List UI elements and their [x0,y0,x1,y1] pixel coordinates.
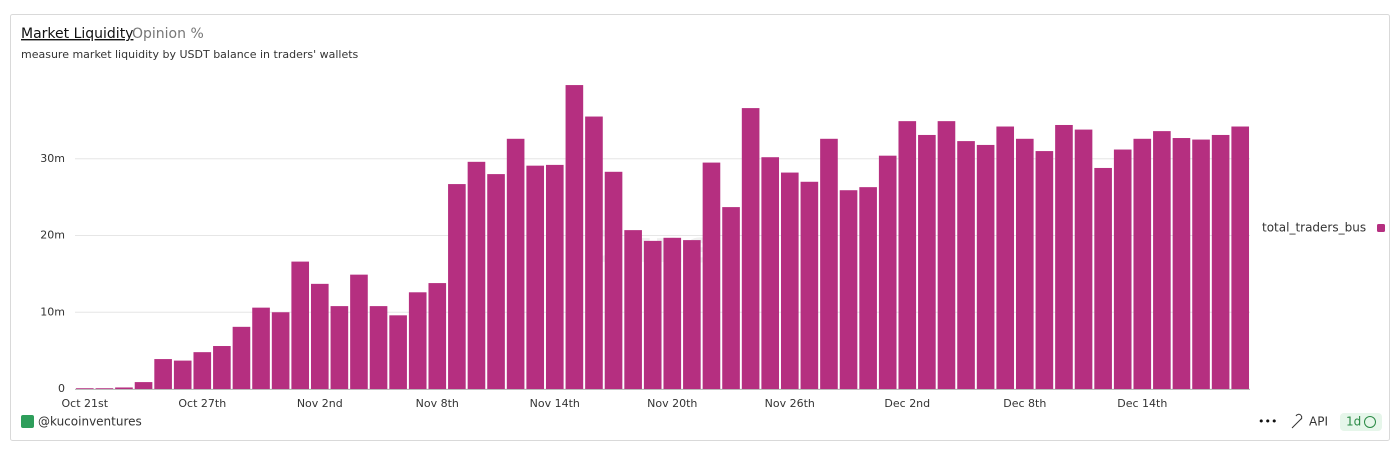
bar [154,359,172,389]
y-tick-label: 30m [40,152,65,165]
bar [95,388,114,389]
bar [75,388,94,389]
author[interactable]: @kucoinventures [38,415,142,429]
bar [1035,151,1054,389]
bar [193,352,212,389]
bar [976,144,995,389]
bar [604,171,623,389]
bar [741,108,760,389]
more-button[interactable]: ••• [1258,415,1277,428]
x-tick-label: Nov 8th [416,397,459,410]
bar [1094,167,1112,389]
bar [702,162,721,389]
x-tick-label: Dec 8th [1003,397,1046,410]
bar [1113,149,1132,389]
api-icon [1291,413,1303,429]
bar [1172,138,1191,389]
bar [1153,131,1171,389]
avatar [21,415,34,428]
bar [408,292,427,389]
bar [722,207,740,389]
bar [1211,134,1230,389]
bar [624,230,642,389]
refresh-badge[interactable] [1340,413,1382,431]
x-tick-label: Nov 2nd [297,397,343,410]
api-button[interactable]: API [1309,415,1328,429]
y-tick-label: 20m [40,229,65,242]
bar [545,164,564,389]
bar [271,312,290,389]
bar [350,274,368,389]
bar [1192,139,1210,389]
bar [643,240,662,389]
bar [467,161,486,389]
bar [213,346,231,389]
legend-swatch [1377,224,1385,232]
x-tick-label: Dec 2nd [884,397,930,410]
chart-subtitle: measure market liquidity by USDT balance… [21,48,359,61]
legend-label: total_traders_bus [1262,221,1366,235]
x-tick-label: Oct 27th [178,397,226,410]
bar [839,190,858,389]
bar [996,126,1015,389]
bar [134,382,153,389]
bar [1074,129,1093,389]
bar [252,307,270,389]
bar [800,181,819,389]
bar [448,184,466,389]
bar [1055,124,1073,389]
bar [115,387,133,389]
x-tick-label: Nov 14th [530,397,580,410]
bar [1015,138,1034,389]
bar [291,261,310,389]
bar [310,283,329,389]
bar [565,85,584,389]
bar [820,138,838,389]
bar [232,326,251,389]
x-tick-label: Nov 20th [647,397,697,410]
bar [173,360,192,389]
bar [487,174,505,389]
bar [526,165,545,389]
x-tick-label: Nov 26th [765,397,815,410]
bar [683,240,701,389]
refresh-icon [1364,416,1376,428]
bar [585,116,603,389]
refresh-label: 1d [1346,415,1361,429]
y-tick-label: 0 [58,382,65,395]
bar [389,315,407,389]
y-tick-label: 10m [40,305,65,318]
bar [330,306,349,389]
bar [898,121,917,389]
bar [663,237,682,389]
bar [369,306,388,389]
bar [878,155,897,389]
bar [780,172,799,389]
bar [428,283,447,389]
bar [859,187,877,389]
x-tick-label: Oct 21st [62,397,109,410]
bar [761,157,780,389]
bar [1133,138,1152,389]
chart-title[interactable]: Market Liquidity [21,26,133,42]
bar [957,141,975,389]
bar [1231,126,1250,389]
bar [937,121,956,389]
bar [506,138,525,389]
bar [918,134,936,389]
chart-tag: Opinion % [132,26,204,42]
x-tick-label: Dec 14th [1117,397,1167,410]
